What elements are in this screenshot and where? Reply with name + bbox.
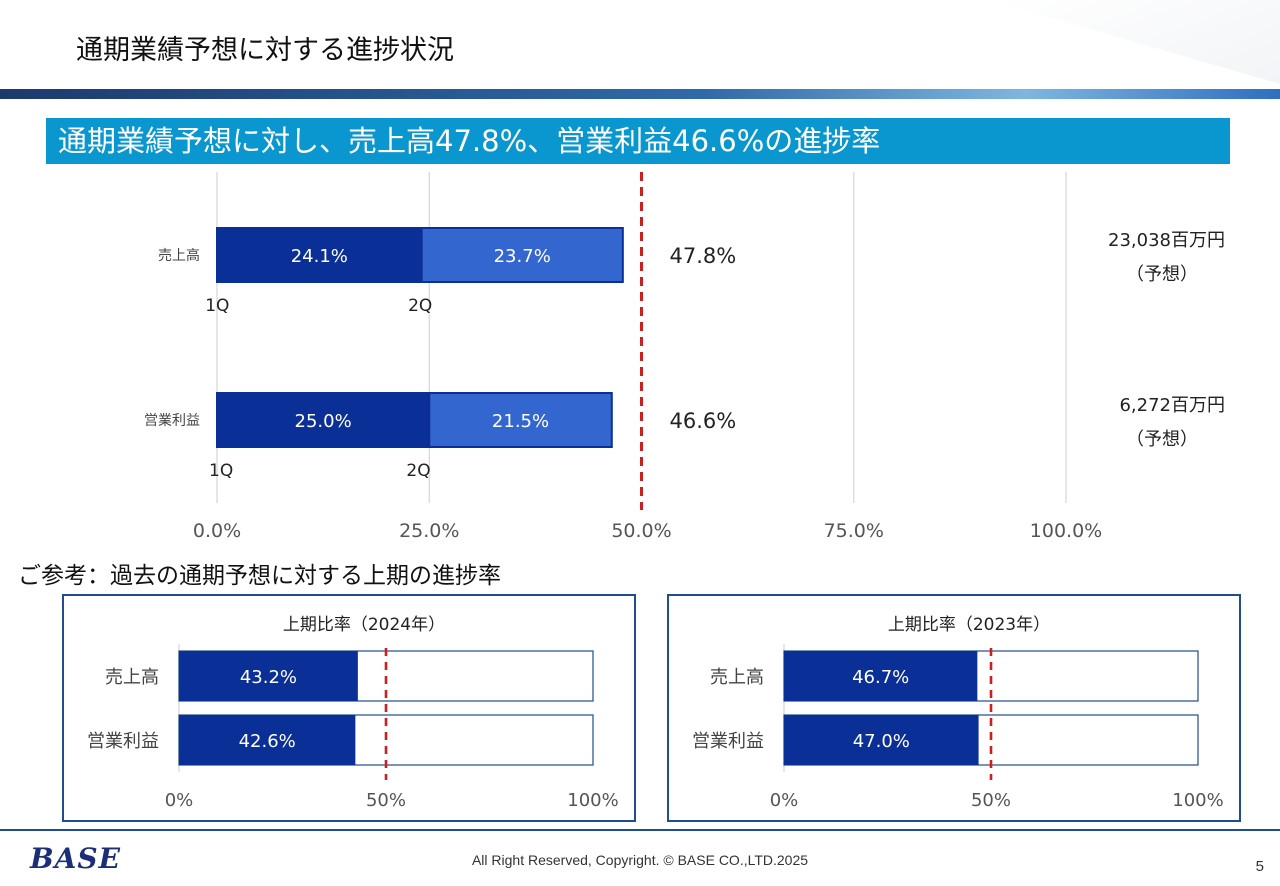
- x-tick-label: 0.0%: [193, 520, 241, 542]
- page-number: 5: [1255, 858, 1264, 875]
- chart-title: 上期比率（2024年）: [283, 615, 445, 635]
- base-logo: BASE: [30, 842, 121, 875]
- bar-data-label: 25.0%: [295, 411, 352, 432]
- copyright-text: All Right Reserved, Copyright. © BASE CO…: [471, 852, 809, 868]
- bar-segment-2Q: [420, 227, 624, 283]
- chart-2023: 上期比率（2023年） 46.7% 売上高 47.0% 営業利益 0% 50% 100%: [692, 615, 1224, 811]
- bar: [179, 651, 358, 701]
- segment-quarter-label: 1Q: [209, 461, 233, 481]
- bar: [784, 651, 978, 701]
- x-tick-label: 100%: [567, 790, 618, 811]
- bar: [784, 715, 979, 765]
- page-title: 通期業績予想に対する進捗状況: [76, 35, 454, 66]
- bar-data-label: 43.2%: [240, 667, 297, 688]
- corner-decoration: [990, 0, 1280, 84]
- x-tick-label: 0%: [165, 790, 194, 811]
- segment-quarter-label: 2Q: [406, 461, 430, 481]
- chart-2024: 上期比率（2024年） 43.2% 売上高 42.6% 営業利益 0% 50% 100%: [87, 615, 619, 811]
- bar-data-label: 42.6%: [239, 731, 296, 752]
- reference-heading: ご参考：過去の通期予想に対する上期の進捗率: [18, 563, 501, 589]
- x-tick-label: 50%: [971, 790, 1011, 811]
- x-tick-label: 0%: [770, 790, 799, 811]
- segment-quarter-label: 1Q: [205, 296, 229, 316]
- x-tick-label: 50%: [366, 790, 406, 811]
- bar-data-label: 21.5%: [492, 411, 549, 432]
- headline-banner: 通期業績予想に対し、売上高47.8%、営業利益46.6%の進捗率: [46, 118, 1230, 164]
- title-underline: [0, 89, 1280, 99]
- bar-data-label: 23.7%: [494, 246, 551, 267]
- forecast-note: （予想）: [1126, 429, 1198, 450]
- bar: [179, 715, 356, 765]
- forecast-value: 6,272百万円: [1119, 395, 1225, 416]
- chart-title: 上期比率（2023年）: [888, 615, 1050, 635]
- total-label: 46.6%: [670, 409, 737, 433]
- x-tick-label: 75.0%: [824, 520, 884, 542]
- bar-segment-1Q: [216, 227, 423, 283]
- bar-segment-2Q: [428, 392, 613, 448]
- category-label: 営業利益: [87, 731, 159, 752]
- segment-quarter-label: 2Q: [408, 296, 432, 316]
- x-tick-label: 25.0%: [399, 520, 459, 542]
- x-tick-label: 50.0%: [611, 520, 671, 542]
- x-tick-label: 100%: [1172, 790, 1223, 811]
- category-label: 営業利益: [692, 731, 764, 752]
- bar-data-label: 46.7%: [852, 667, 909, 688]
- category-label: 売上高: [105, 667, 159, 688]
- forecast-value: 23,038百万円: [1108, 230, 1225, 251]
- x-tick-label: 100.0%: [1030, 520, 1102, 542]
- panel-2024: 上期比率（2024年） 43.2% 売上高 42.6% 営業利益 0% 50% 100%: [62, 594, 636, 822]
- footer-divider: [0, 829, 1280, 831]
- bar-data-label: 24.1%: [291, 246, 348, 267]
- category-label: 売上高: [710, 667, 764, 688]
- bar-segment-1Q: [216, 392, 431, 448]
- panel-2023: 上期比率（2023年） 46.7% 売上高 47.0% 営業利益 0% 50% 100%: [667, 594, 1241, 822]
- total-label: 47.8%: [670, 244, 737, 268]
- category-label: 営業利益: [144, 413, 200, 429]
- progress-chart: 0.0% 25.0% 50.0% 75.0% 100.0% 売上高 24.1% 1Q 23.7%…: [144, 172, 1225, 542]
- forecast-note: （予想）: [1126, 264, 1198, 285]
- category-label: 売上高: [158, 247, 200, 264]
- bar-data-label: 47.0%: [853, 731, 910, 752]
